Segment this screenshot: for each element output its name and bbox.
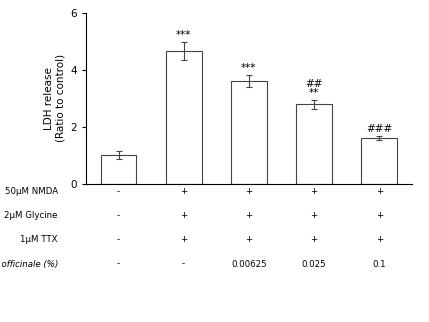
Text: -: - — [117, 211, 120, 220]
Text: ###: ### — [366, 124, 392, 134]
Text: +: + — [180, 235, 187, 244]
Text: C. officinale (%): C. officinale (%) — [0, 260, 58, 269]
Text: **: ** — [309, 88, 319, 98]
Text: 0.00625: 0.00625 — [231, 260, 267, 269]
Text: +: + — [245, 187, 252, 196]
Text: 2μM Glycine: 2μM Glycine — [4, 211, 58, 220]
Text: ***: *** — [241, 63, 257, 73]
Bar — [231, 81, 267, 184]
Bar — [101, 155, 136, 184]
Text: +: + — [180, 211, 187, 220]
Text: +: + — [376, 235, 383, 244]
Text: +: + — [376, 187, 383, 196]
Text: +: + — [180, 187, 187, 196]
Text: ***: *** — [176, 30, 191, 40]
Text: -: - — [117, 260, 120, 269]
Text: 0.025: 0.025 — [302, 260, 326, 269]
Bar — [296, 104, 332, 184]
Text: -: - — [117, 187, 120, 196]
Text: -: - — [182, 260, 185, 269]
Text: 1μM TTX: 1μM TTX — [21, 235, 58, 244]
Text: +: + — [311, 235, 317, 244]
Text: 50μM NMDA: 50μM NMDA — [5, 187, 58, 196]
Y-axis label: LDH release
(Ratio to control): LDH release (Ratio to control) — [44, 54, 66, 142]
Text: +: + — [311, 187, 317, 196]
Text: +: + — [376, 211, 383, 220]
Text: 0.1: 0.1 — [372, 260, 386, 269]
Text: -: - — [117, 235, 120, 244]
Text: +: + — [245, 211, 252, 220]
Bar — [361, 138, 397, 184]
Text: ##: ## — [305, 80, 323, 90]
Bar — [166, 51, 202, 184]
Text: +: + — [245, 235, 252, 244]
Text: +: + — [311, 211, 317, 220]
